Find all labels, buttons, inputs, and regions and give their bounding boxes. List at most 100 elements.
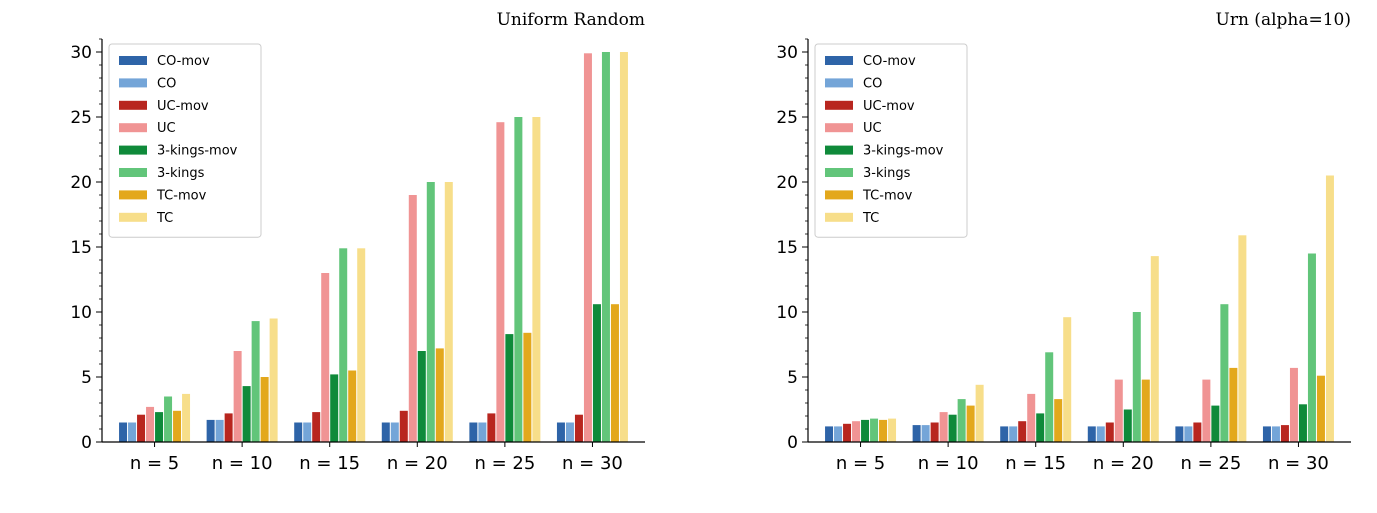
bar-co-n-10 <box>215 419 224 442</box>
legend-swatch-tc <box>119 212 147 222</box>
legend-box <box>108 43 262 238</box>
bar-tc-n-25 <box>532 117 541 442</box>
bar-co-n-20 <box>390 422 399 442</box>
y-tick-label-20: 20 <box>70 173 92 193</box>
y-tick-label-10: 10 <box>776 303 798 323</box>
legend: CO-mov CO UC-mov UC 3-kings-mov 3-kings TC-mov… <box>108 43 262 238</box>
bar-tc-mov-n-25 <box>1229 367 1238 442</box>
bar-uc-mov-n-5 <box>843 423 852 442</box>
chart-uniform-random: 0 5 10 15 20 25 30 n = 5 n = 10 n = 15 n = 20 n = 2… <box>70 10 645 474</box>
bar-tc-mov-n-20 <box>1141 379 1150 442</box>
bar-co-n-25 <box>478 422 487 442</box>
x-tick-label-n-25: n = 25 <box>474 453 535 474</box>
bar-3-kings-n-30 <box>1307 253 1316 442</box>
legend-label-3-kings: 3-kings <box>157 166 205 181</box>
bar-uc-mov-n-25 <box>487 413 496 442</box>
chart-urn-alpha-10: 0 5 10 15 20 25 30 n = 5 n = 10 n = 15 n = 20 n = 2… <box>776 10 1351 474</box>
bar-tc-n-5 <box>888 418 897 442</box>
bar-3-kings-mov-n-15 <box>1036 413 1045 442</box>
bar-tc-mov-n-20 <box>435 348 444 442</box>
bar-3-kings-n-20 <box>1132 312 1141 442</box>
x-tick-label-n-30: n = 30 <box>1268 453 1329 474</box>
bar-tc-mov-n-30 <box>1316 375 1325 442</box>
y-tick-label-15: 15 <box>70 238 92 258</box>
bar-3-kings-mov-n-30 <box>1298 404 1307 442</box>
legend-box <box>814 43 968 238</box>
bar-3-kings-n-15 <box>1045 352 1054 442</box>
y-tick-label-30: 30 <box>70 43 92 63</box>
x-tick-label-n-10: n = 10 <box>918 453 979 474</box>
x-tick-label-n-20: n = 20 <box>387 453 448 474</box>
bar-co-mov-n-25 <box>469 422 478 442</box>
legend-swatch-3-kings-mov <box>825 145 853 155</box>
bar-co-mov-n-10 <box>206 419 215 442</box>
bar-tc-mov-n-5 <box>879 419 888 442</box>
bar-3-kings-n-10 <box>251 321 260 442</box>
bar-3-kings-mov-n-20 <box>417 351 426 442</box>
legend-label-tc-mov: TC-mov <box>156 188 207 203</box>
bar-3-kings-n-5 <box>870 418 879 442</box>
bar-co-mov-n-15 <box>1000 426 1009 442</box>
bars <box>119 52 628 443</box>
bar-co-n-30 <box>565 422 574 442</box>
bar-3-kings-mov-n-30 <box>592 304 601 442</box>
bar-3-kings-mov-n-10 <box>242 386 251 442</box>
legend-label-uc: UC <box>863 121 882 136</box>
bar-uc-mov-n-25 <box>1193 422 1202 442</box>
bar-uc-mov-n-20 <box>1105 422 1114 442</box>
legend-swatch-3-kings <box>825 168 853 177</box>
legend-label-3-kings: 3-kings <box>863 166 911 181</box>
legend-label-uc: UC <box>157 121 176 136</box>
bar-3-kings-mov-n-20 <box>1123 409 1132 442</box>
legend-label-uc-mov: UC-mov <box>863 99 915 114</box>
x-tick-label-n-30: n = 30 <box>562 453 623 474</box>
bar-uc-mov-n-15 <box>312 412 321 442</box>
legend-swatch-uc-mov <box>825 100 853 110</box>
y-tick-label-0: 0 <box>81 433 92 453</box>
bar-co-mov-n-5 <box>825 426 834 442</box>
legend-swatch-co <box>825 78 853 88</box>
bar-co-n-5 <box>834 426 843 442</box>
bar-uc-n-5 <box>146 406 155 442</box>
bar-co-mov-n-15 <box>294 422 303 442</box>
bar-uc-mov-n-30 <box>574 414 583 442</box>
bar-3-kings-mov-n-25 <box>505 334 514 442</box>
bar-tc-n-30 <box>1325 175 1334 442</box>
legend-swatch-tc-mov <box>825 190 853 200</box>
legend-swatch-tc-mov <box>119 190 147 200</box>
bar-co-mov-n-30 <box>556 422 565 442</box>
bar-uc-n-30 <box>583 53 592 443</box>
legend-label-tc: TC <box>862 211 879 226</box>
bar-3-kings-mov-n-15 <box>330 374 339 442</box>
bar-tc-mov-n-5 <box>173 410 182 442</box>
legend-swatch-tc <box>825 212 853 222</box>
bar-tc-n-20 <box>444 182 453 442</box>
bar-3-kings-n-10 <box>957 399 966 442</box>
x-tick-label-n-10: n = 10 <box>212 453 273 474</box>
bar-tc-n-15 <box>357 248 366 442</box>
bar-uc-n-10 <box>233 351 242 442</box>
bar-co-n-30 <box>1271 426 1280 442</box>
bar-co-mov-n-25 <box>1175 426 1184 442</box>
bar-uc-mov-n-15 <box>1018 421 1027 442</box>
chart-title: Uniform Random <box>497 10 645 30</box>
bar-co-mov-n-5 <box>119 422 128 442</box>
legend-label-3-kings-mov: 3-kings-mov <box>863 144 944 159</box>
legend-label-uc-mov: UC-mov <box>157 99 209 114</box>
bar-uc-n-20 <box>408 195 417 442</box>
bar-3-kings-mov-n-5 <box>861 419 870 442</box>
chart-title: Urn (alpha=10) <box>1216 10 1352 30</box>
x-tick-label-n-25: n = 25 <box>1180 453 1241 474</box>
legend-swatch-co <box>119 78 147 88</box>
legend: CO-mov CO UC-mov UC 3-kings-mov 3-kings TC-mov… <box>814 43 968 238</box>
legend-swatch-3-kings-mov <box>119 145 147 155</box>
bar-uc-mov-n-5 <box>137 414 146 442</box>
y-tick-label-25: 25 <box>70 108 92 128</box>
bar-tc-n-5 <box>182 393 191 442</box>
legend-swatch-uc-mov <box>119 100 147 110</box>
legend-label-co-mov: CO-mov <box>157 54 210 69</box>
x-tick-label-n-20: n = 20 <box>1093 453 1154 474</box>
bar-co-mov-n-20 <box>1087 426 1096 442</box>
bar-co-n-15 <box>1009 426 1018 442</box>
